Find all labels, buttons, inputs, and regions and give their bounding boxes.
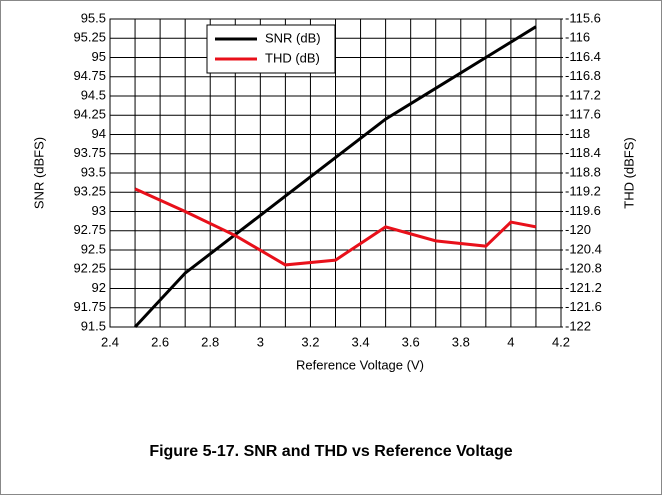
y2-tick-label: -119.2 (565, 184, 601, 199)
y-tick-label: 92.25 (73, 261, 106, 276)
y-tick-label: 91.5 (81, 318, 106, 333)
y2-tick-label: -118.4 (565, 145, 601, 160)
legend-label: SNR (dB) (265, 30, 321, 45)
caption: Figure 5-17. SNR and THD vs Reference Vo… (149, 443, 512, 460)
x-tick-label: 2.8 (201, 334, 219, 349)
y-tick-label: 93.75 (73, 145, 106, 160)
y2-tick-label: -118 (565, 126, 590, 141)
y-tick-label: 92.5 (81, 241, 106, 256)
y-tick-label: 93.25 (73, 184, 106, 199)
y2-axis-label: THD (dBFS) (621, 137, 636, 209)
y-tick-label: 95.5 (81, 10, 106, 25)
y2-tick-label: -122 (565, 318, 591, 333)
y-tick-label: 94.25 (73, 107, 106, 122)
x-tick-label: 4.2 (552, 334, 570, 349)
y2-tick-label: -119.6 (565, 203, 601, 218)
y2-tick-label: -120.8 (565, 261, 602, 276)
y-axis-label: SNR (dBFS) (31, 137, 46, 209)
y-tick-label: 93 (92, 203, 106, 218)
y2-tick-label: -117.6 (565, 107, 601, 122)
y2-tick-label: -116 (565, 30, 590, 45)
y-tick-label: 94.5 (81, 87, 106, 102)
y2-tick-label: -115.6 (565, 10, 601, 25)
y-tick-label: 95.25 (73, 30, 106, 45)
y-tick-label: 91.75 (73, 299, 106, 314)
y-tick-label: 94 (92, 126, 106, 141)
y-tick-label: 93.5 (81, 164, 106, 179)
series-line (134, 187, 537, 267)
y-tick-label: 95 (92, 49, 106, 64)
x-tick-label: 2.6 (151, 334, 169, 349)
y2-tick-label: -116.8 (565, 68, 601, 83)
x-tick-label: 3.2 (301, 334, 319, 349)
x-tick-label: 3.6 (402, 334, 420, 349)
y2-tick-label: -120.4 (565, 241, 602, 256)
x-axis-label: Reference Voltage (V) (296, 357, 424, 372)
y2-tick-label: -117.2 (565, 87, 601, 102)
legend-label: THD (dB) (265, 50, 320, 65)
x-tick-label: 2.4 (101, 334, 119, 349)
y2-tick-label: -121.2 (565, 280, 602, 295)
y-tick-label: 92.75 (73, 222, 106, 237)
x-tick-label: 3 (257, 334, 264, 349)
x-tick-label: 4 (507, 334, 514, 349)
x-tick-label: 3.4 (352, 334, 370, 349)
series-line (133, 25, 537, 329)
y2-tick-label: -118.8 (565, 164, 601, 179)
x-tick-label: 3.8 (452, 334, 470, 349)
y2-tick-label: -120 (565, 222, 591, 237)
y2-tick-label: -121.6 (565, 299, 602, 314)
y2-tick-label: -116.4 (565, 49, 601, 64)
legend-box (206, 24, 336, 74)
y-tick-label: 94.75 (73, 68, 106, 83)
y-tick-label: 92 (92, 280, 106, 295)
